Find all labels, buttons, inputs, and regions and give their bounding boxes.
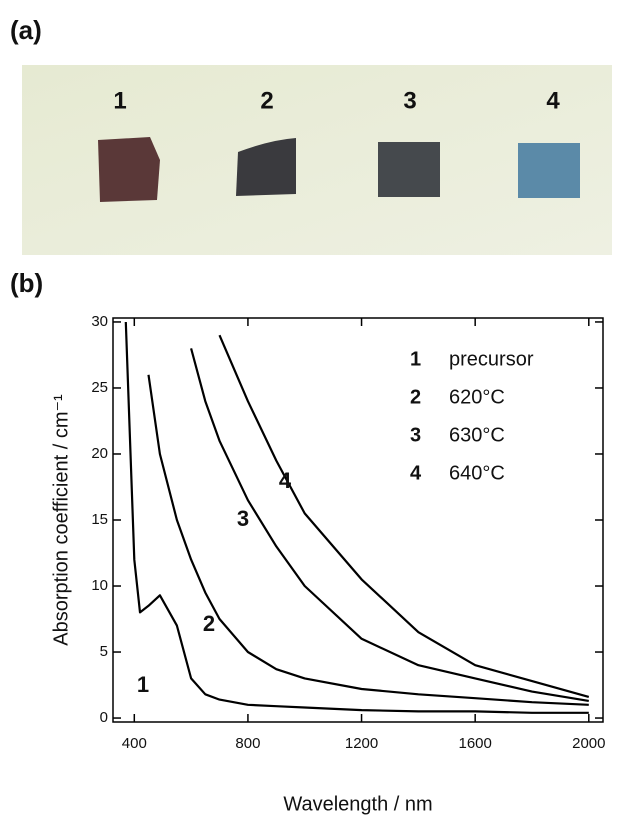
x-tick-label: 1600 [458,735,491,752]
curve [147,374,589,706]
x-tick-label: 2000 [572,735,605,752]
panel-label: (b) [10,268,43,298]
curve-label: 2 [203,611,215,636]
curve-label: 3 [237,506,249,531]
legend-number: 4 [410,462,422,484]
y-tick-label: 10 [91,577,108,594]
legend-number: 3 [410,424,421,446]
panel-label: (a) [10,15,42,45]
curve [218,334,590,698]
x-tick-label: 1200 [345,735,378,752]
sample [378,142,440,197]
y-tick-label: 15 [91,511,108,528]
curve [124,321,589,714]
legend-number: 1 [410,348,421,370]
sample [518,143,580,198]
x-tick-label: 400 [122,735,147,752]
y-axis-title: Absorption coefficient / cm⁻¹ [50,394,72,646]
y-tick-label: 25 [91,379,108,396]
x-axis-title: Wavelength / nm [283,793,432,815]
curve-label: 4 [279,468,292,493]
y-tick-label: 30 [91,313,108,330]
legend-name: 640°C [449,462,505,484]
legend-number: 2 [410,386,421,408]
sample-label: 1 [113,87,126,114]
sample [236,138,296,196]
legend-name: 630°C [449,424,505,446]
y-tick-label: 0 [100,709,108,726]
sample [98,137,160,202]
legend-name: precursor [449,348,534,370]
y-tick-label: 5 [100,643,108,660]
legend-name: 620°C [449,386,505,408]
sample-label: 3 [403,87,416,114]
sample-label: 4 [546,87,560,114]
x-tick-label: 800 [235,735,260,752]
curve-label: 1 [137,672,149,697]
sample-label: 2 [260,87,273,114]
curve [190,348,589,702]
y-tick-label: 20 [91,445,108,462]
